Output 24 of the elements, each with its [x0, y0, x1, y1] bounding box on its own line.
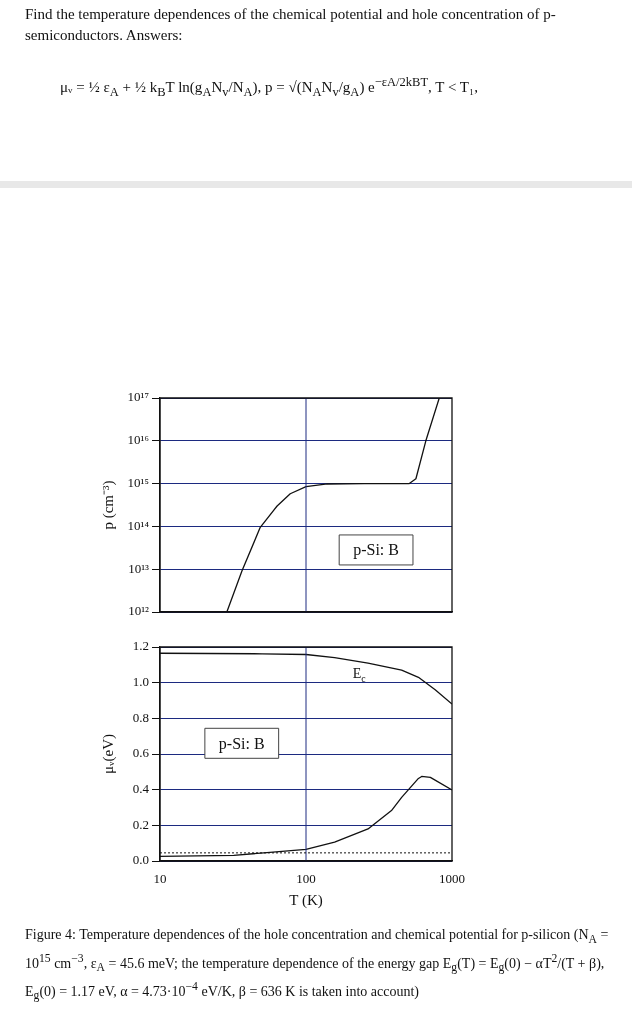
y-tick-label: 0.4: [132, 781, 150, 797]
y-tick-label: 0.8: [132, 709, 149, 725]
y-tick-label: 10¹⁵: [127, 475, 149, 491]
y-axis-title: μᵥ(eV): [99, 734, 117, 774]
y-tick-label: 10¹³: [128, 560, 150, 576]
text: Figure 4: Temperature dependences of the hole concentration and chemical potential for p-silicon (N$_{A}$ = 10$^{15}$ cm$^{−3}$, ε$_{A}$ = 45.6 meV; the temperature dependence of the energy gap E$_{g}$(T) = E$_{g}$(0) − αT$^{2}$/(T + β), E$_{g}$(0) = 1.17 eV, α = 4.73·10$^{−4}$ eV/K, β = 636 K is taken into account): [25, 927, 609, 1003]
y-tick-label: 0.6: [132, 745, 150, 761]
y-tick-label: 10¹²: [128, 603, 150, 619]
y-tick-label: 10¹⁴: [127, 517, 150, 533]
annotation: p-Si: B: [353, 541, 399, 560]
text: μᵥ = ½ ε$_{A}$ + ½ k$_{B}$T ln(g$_{A}$N$_{v}$/N$_{A}$), p = √(N$_{A}$N$_{v}$/g$_{A}$) e$^{−εA/2kBT}$, T < T₁,: [60, 75, 479, 99]
y-tick-label: 10¹⁶: [127, 432, 149, 448]
y-axis-title: p (cm⁻³): [99, 480, 117, 530]
x-tick-label: 10: [153, 871, 167, 887]
y-tick-label: 0.2: [132, 816, 149, 832]
annotation: p-Si: B: [218, 734, 265, 753]
x-axis-title: T (K): [289, 891, 323, 909]
chart-title: Find the temperature dependences of the chemical potential and hole concentration of p-semiconductors. Answers:: [25, 5, 557, 45]
x-tick-label: 100: [296, 871, 316, 887]
y-tick-label: 10¹⁷: [127, 389, 149, 405]
x-tick-label: 1000: [439, 871, 465, 887]
y-tick-label: 1.0: [132, 674, 149, 690]
y-tick-label: 0.0: [132, 852, 149, 868]
y-tick-label: 1.2: [132, 638, 149, 654]
